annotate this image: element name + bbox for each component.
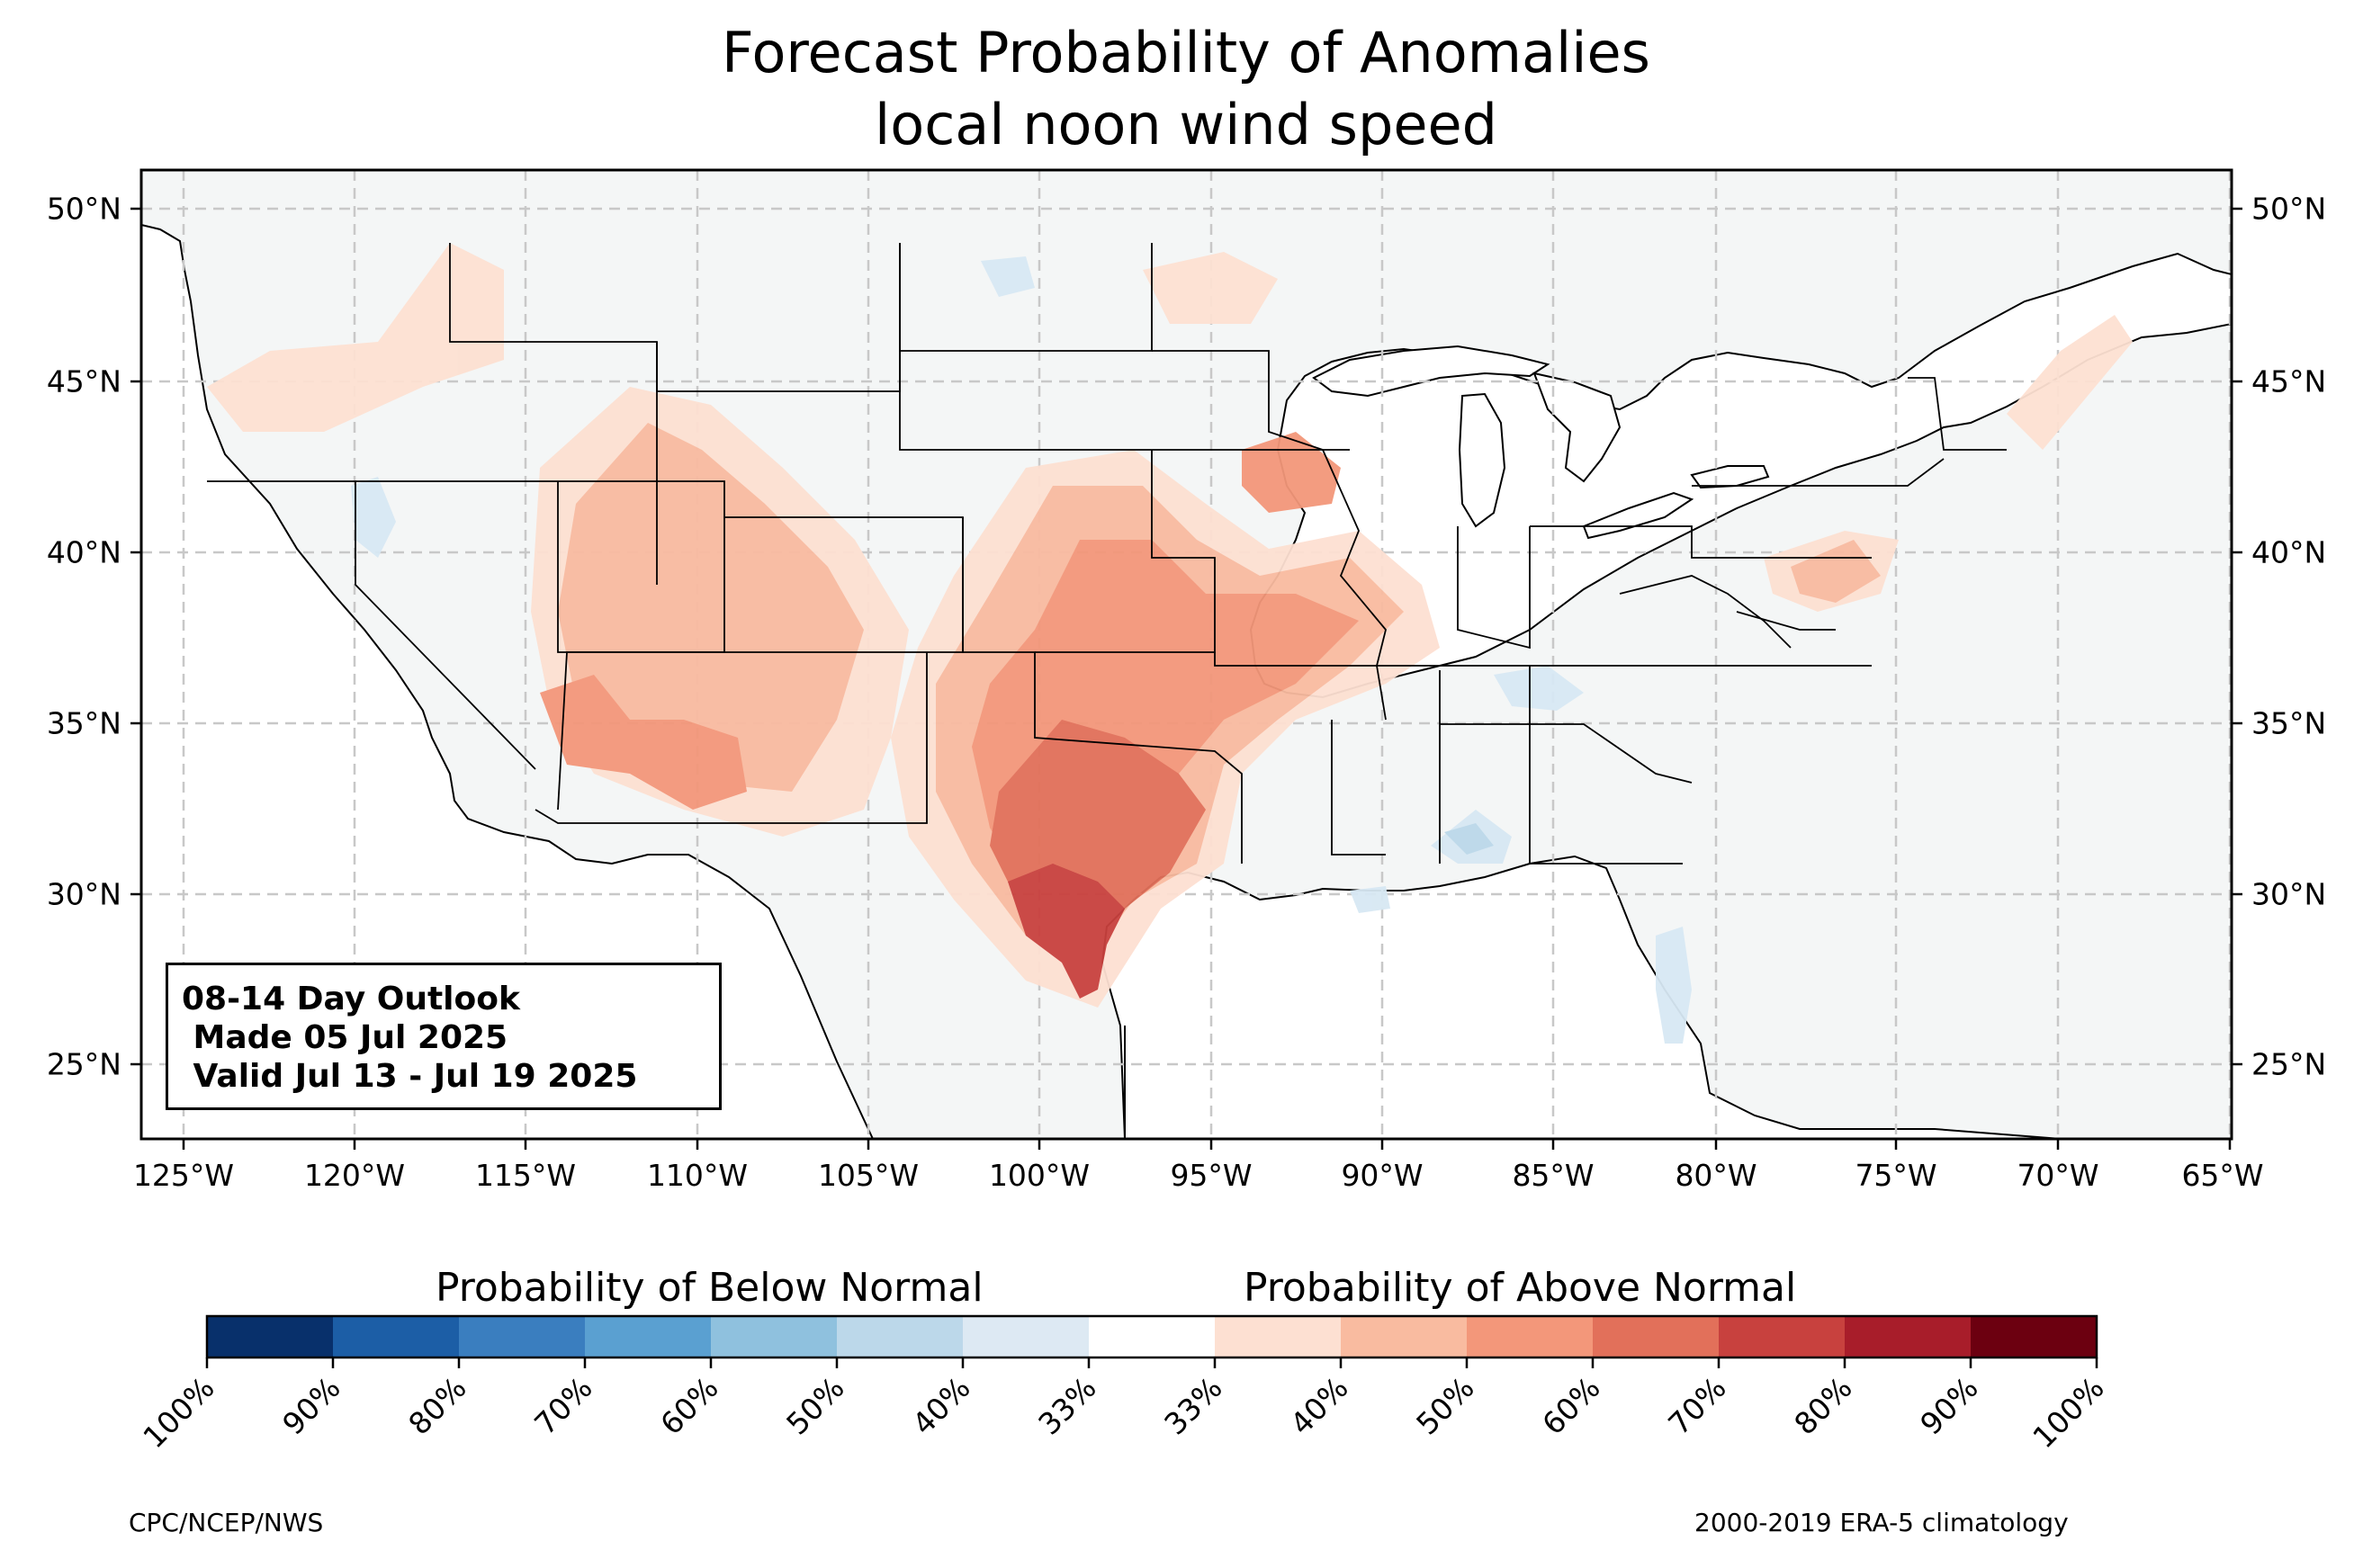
- lat-label-right: 25°N: [2251, 1047, 2326, 1082]
- colorbar-tick-label: 70%: [527, 1370, 598, 1441]
- lon-label: 65°W: [2181, 1158, 2263, 1193]
- outlook-valid-range: Valid Jul 13 - Jul 19 2025: [182, 1058, 638, 1095]
- lon-label: 75°W: [1855, 1158, 1936, 1193]
- shade-above-50-west: [558, 423, 864, 792]
- lat-label-left: 30°N: [47, 877, 121, 912]
- lon-label: 125°W: [133, 1158, 234, 1193]
- colorbar-swatch: [1341, 1316, 1468, 1357]
- lake-michigan: [1458, 392, 1506, 528]
- lon-label: 105°W: [818, 1158, 919, 1193]
- colorbar-swatch: [1971, 1316, 2098, 1357]
- lon-label: 70°W: [2017, 1158, 2098, 1193]
- shade-above-40-northwest: [207, 243, 504, 432]
- outlook-made-date: Made 05 Jul 2025: [182, 1019, 508, 1056]
- lat-label-left: 50°N: [47, 192, 121, 227]
- colorbar-tick-label: 90%: [1913, 1370, 1984, 1441]
- colorbar-tick-label: 33%: [1157, 1370, 1228, 1441]
- lon-label: 85°W: [1512, 1158, 1594, 1193]
- shade-below-40-gulf: [1350, 886, 1390, 913]
- map-title-line2: local noon wind speed: [875, 92, 1497, 157]
- lat-label-left: 45°N: [47, 364, 121, 399]
- lon-label: 90°W: [1341, 1158, 1423, 1193]
- state-boundaries: [207, 243, 2007, 865]
- shade-below-50-southeast: [1444, 823, 1494, 855]
- shade-below-40-great-basin: [351, 477, 396, 558]
- colorbar-tick-label: 100%: [136, 1370, 220, 1455]
- lon-label: 100°W: [989, 1158, 1090, 1193]
- lake-superior: [1312, 345, 1550, 398]
- lon-label: 115°W: [475, 1158, 576, 1193]
- colorbar-below-label: Probability of Below Normal: [436, 1265, 984, 1311]
- colorbar-swatch: [837, 1316, 964, 1357]
- colorbar-ticks: 100% 90% 80% 70% 60% 50% 40% 33% 33% 40% 50% 60% 70%…: [136, 1357, 2111, 1455]
- lake-huron: [1532, 372, 1622, 483]
- shade-above-60-midwest: [1242, 432, 1341, 513]
- colorbar-tick-label: 40%: [905, 1370, 976, 1441]
- colorbar-tick-label: 90%: [275, 1370, 346, 1441]
- footer-source: CPC/NCEP/NWS: [129, 1508, 324, 1537]
- lat-label-left: 25°N: [47, 1047, 121, 1082]
- lat-label-right: 45°N: [2251, 364, 2326, 399]
- lon-label: 120°W: [304, 1158, 405, 1193]
- above-normal-shading: [207, 243, 2133, 1008]
- colorbar-swatch: [1593, 1316, 1720, 1357]
- colorbar-swatch: [711, 1316, 838, 1357]
- shade-above-80-texas: [1008, 864, 1125, 999]
- lon-label: 95°W: [1170, 1158, 1252, 1193]
- shade-below-40-nplains: [981, 256, 1035, 297]
- colorbar-tick-label: 33%: [1031, 1370, 1102, 1441]
- colorbar-swatch: [1215, 1316, 1342, 1357]
- shade-above-40-northeast: [2007, 315, 2133, 450]
- shade-below-40-florida: [1656, 927, 1692, 1044]
- map-frame: [139, 168, 2233, 1141]
- lon-label: 80°W: [1675, 1158, 1757, 1193]
- colorbar-tick-label: 80%: [401, 1370, 472, 1441]
- colorbar-tick-label: 50%: [1409, 1370, 1480, 1441]
- colorbar-swatch: [459, 1316, 586, 1357]
- shade-below-40-tennessee: [1494, 666, 1584, 711]
- lat-label-right: 30°N: [2251, 877, 2326, 912]
- colorbar-swatch: [333, 1316, 460, 1357]
- colorbar-swatch: [1089, 1316, 1216, 1357]
- colorbar-swatch: [1719, 1316, 1846, 1357]
- outlook-info-box: 08-14 Day Outlook Made 05 Jul 2025 Valid…: [166, 963, 722, 1110]
- outlook-period: 08-14 Day Outlook: [182, 981, 520, 1017]
- colorbar-border: [205, 1314, 2098, 1359]
- colorbar-swatch: [1467, 1316, 1594, 1357]
- colorbar-tick-label: 70%: [1661, 1370, 1732, 1441]
- colorbar-tick-label: 60%: [653, 1370, 724, 1441]
- colorbar-swatch: [207, 1316, 334, 1357]
- map-title-line1: Forecast Probability of Anomalies: [722, 20, 1650, 85]
- lake-ontario: [1690, 465, 1770, 489]
- colorbar-tick-label: 50%: [779, 1370, 850, 1441]
- colorbar-tick-label: 80%: [1787, 1370, 1858, 1441]
- lon-label: 110°W: [647, 1158, 748, 1193]
- below-normal-shading: [351, 256, 1692, 1044]
- colorbar: [205, 1314, 2098, 1359]
- colorbar-swatch: [585, 1316, 712, 1357]
- colorbar-tick-label: 100%: [2026, 1370, 2110, 1455]
- colorbar-swatch: [1845, 1316, 1972, 1357]
- shade-above-50-midatlantic: [1791, 540, 1881, 603]
- lat-label-right: 40°N: [2251, 535, 2326, 570]
- shade-above-40-nplains: [1143, 252, 1278, 324]
- colorbar-swatch: [963, 1316, 1090, 1357]
- colorbar-tick-label: 60%: [1535, 1370, 1606, 1441]
- lat-label-right: 50°N: [2251, 192, 2326, 227]
- tick-marks: [130, 207, 2242, 1150]
- shade-above-60-southwest: [540, 675, 747, 810]
- colorbar-above-label: Probability of Above Normal: [1244, 1265, 1797, 1311]
- lat-label-left: 40°N: [47, 535, 121, 570]
- footer-climatology: 2000-2019 ERA-5 climatology: [1694, 1508, 2069, 1537]
- colorbar-tick-label: 40%: [1283, 1370, 1354, 1441]
- lat-label-left: 35°N: [47, 706, 121, 741]
- lat-label-right: 35°N: [2251, 706, 2326, 741]
